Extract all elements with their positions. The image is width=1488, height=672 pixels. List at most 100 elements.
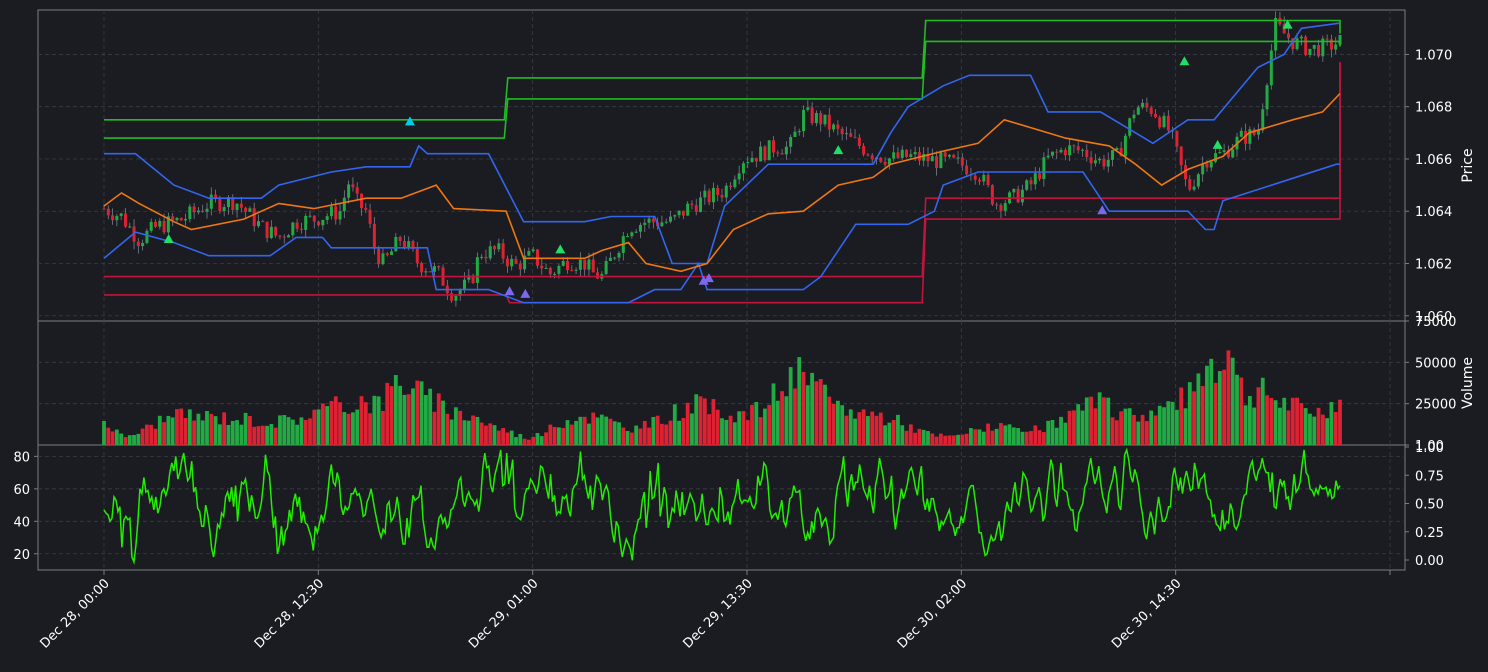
candle-body xyxy=(587,259,591,270)
candle-body xyxy=(1012,188,1016,193)
candle-body xyxy=(1063,149,1067,156)
candle-body xyxy=(179,217,183,221)
candle-body xyxy=(407,241,411,248)
candle-body xyxy=(239,203,243,208)
volume-bar xyxy=(569,424,574,445)
volume-bar xyxy=(110,431,115,445)
candle-body xyxy=(1265,85,1269,110)
volume-bar xyxy=(638,428,643,445)
candle-body xyxy=(1312,45,1316,49)
candle-body xyxy=(716,187,720,195)
candle-body xyxy=(741,163,745,174)
candle-body xyxy=(1038,173,1042,179)
candle-body xyxy=(995,204,999,206)
candle-body xyxy=(347,184,351,198)
candle-body xyxy=(844,133,848,135)
volume-bar xyxy=(599,414,604,445)
indicator-left-tick-label: 40 xyxy=(13,515,30,530)
volume-bar xyxy=(1209,358,1214,445)
volume-bar xyxy=(728,415,733,445)
candle-body xyxy=(956,157,960,159)
volume-bar xyxy=(981,431,986,445)
volume-bar xyxy=(273,427,278,445)
volume-bar xyxy=(1260,377,1265,445)
volume-bar xyxy=(874,415,879,445)
candle-body xyxy=(566,260,569,271)
candle-body xyxy=(557,265,561,274)
volume-bar xyxy=(1325,418,1330,445)
price-tick-label: 1.066 xyxy=(1415,153,1452,168)
candle-body xyxy=(935,156,939,168)
volume-bar xyxy=(1127,408,1132,445)
volume-bar xyxy=(1278,407,1282,445)
candle-body xyxy=(282,236,286,238)
candle-body xyxy=(806,107,810,110)
volume-bar xyxy=(660,423,664,445)
candle-body xyxy=(626,236,630,238)
candle-body xyxy=(973,175,977,180)
candle-body xyxy=(1308,48,1312,55)
volume-bar xyxy=(1059,416,1063,445)
candle-body xyxy=(420,262,424,273)
volume-bar xyxy=(329,401,334,445)
volume-bar xyxy=(1179,387,1184,445)
volume-bar xyxy=(883,425,887,445)
volume-bar xyxy=(835,400,840,445)
candle-body xyxy=(634,231,638,233)
volume-bar xyxy=(312,409,317,445)
candle-body xyxy=(669,216,672,222)
volume-bar xyxy=(145,424,149,445)
volume-bar xyxy=(1196,373,1201,445)
volume-bar xyxy=(316,409,321,445)
candle-body xyxy=(746,162,750,164)
candle-body xyxy=(463,279,466,291)
volume-bar xyxy=(393,375,398,445)
candle-body xyxy=(518,263,522,270)
volume-bar xyxy=(591,412,596,445)
candle-body xyxy=(591,259,595,273)
volume-bar xyxy=(921,429,926,445)
volume-bar xyxy=(668,420,673,445)
candle-body xyxy=(1325,38,1329,40)
candle-body xyxy=(1317,45,1321,57)
volume-bar xyxy=(539,436,544,445)
volume-bar xyxy=(938,433,943,445)
candle-body xyxy=(501,243,505,259)
volume-bar xyxy=(694,394,699,445)
volume-bar xyxy=(625,431,630,445)
volume-bar xyxy=(548,424,553,445)
candle-body xyxy=(802,109,806,132)
volume-bar xyxy=(930,433,935,445)
volume-bar xyxy=(230,420,235,445)
candle-body xyxy=(544,267,548,269)
volume-bar xyxy=(290,419,295,445)
candle-body xyxy=(437,266,441,268)
volume-bar xyxy=(677,420,681,445)
volume-bar xyxy=(951,435,956,445)
candle-body xyxy=(390,251,394,255)
candle-body xyxy=(1128,118,1132,136)
volume-bar xyxy=(1338,399,1342,445)
candle-body xyxy=(214,194,218,199)
candle-body xyxy=(922,154,926,161)
candle-body xyxy=(776,152,780,154)
candle-body xyxy=(372,223,376,249)
volume-bar xyxy=(805,385,810,445)
candle-body xyxy=(1201,163,1205,175)
candle-body xyxy=(789,136,793,147)
volume-bar xyxy=(617,422,621,445)
volume-bar xyxy=(814,381,819,445)
candle-body xyxy=(1295,38,1299,50)
candle-body xyxy=(394,236,398,252)
volume-bar xyxy=(531,436,536,445)
candle-body xyxy=(248,208,252,212)
candle-body xyxy=(154,221,157,227)
candle-body xyxy=(175,217,179,221)
candle-body xyxy=(1020,189,1024,203)
volume-bar xyxy=(475,416,480,445)
volume-bar xyxy=(419,381,424,445)
candle-body xyxy=(1089,157,1093,164)
candle-body xyxy=(1248,129,1252,144)
candle-body xyxy=(514,258,518,264)
candle-body xyxy=(467,275,471,280)
